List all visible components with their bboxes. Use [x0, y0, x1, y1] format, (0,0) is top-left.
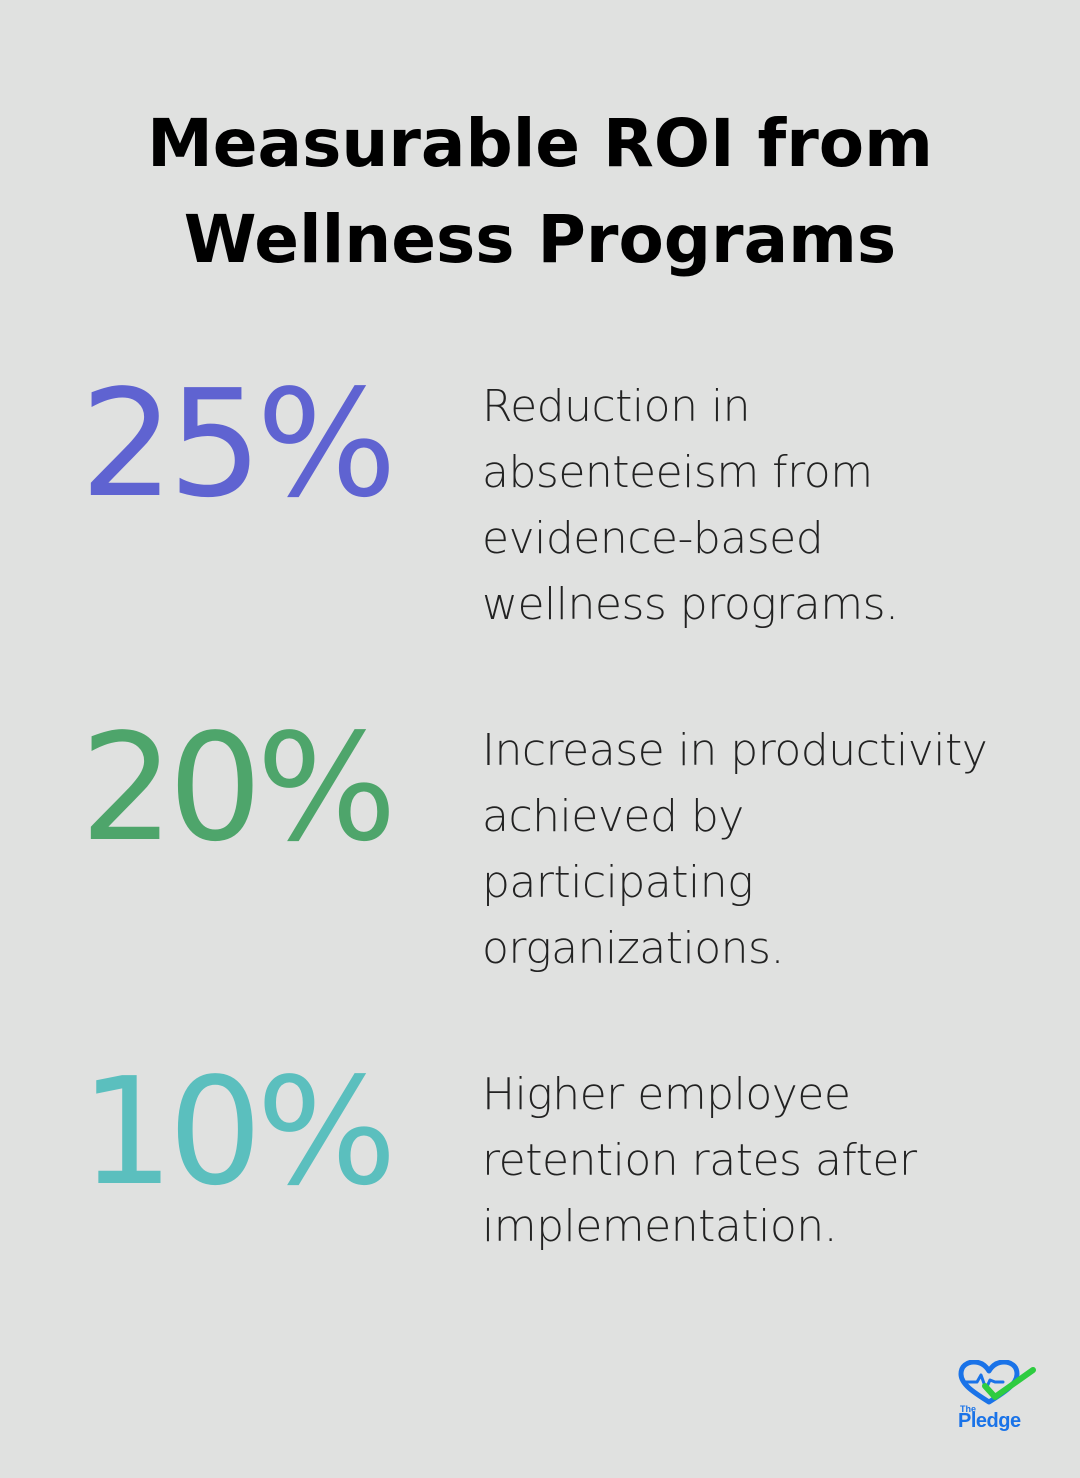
stat-description: Increase in productivity achieved by par…	[482, 718, 1042, 982]
stat-description: Reduction in absenteeism from evidence-b…	[482, 374, 1042, 638]
page-title-line-1: Measurable ROI from	[147, 105, 933, 182]
stat-description-line: Higher employee	[482, 1069, 851, 1120]
heart-check-logo-icon	[958, 1360, 1036, 1405]
stat-description-line: participating	[482, 857, 754, 908]
stat-description-line: wellness programs.	[482, 579, 899, 630]
stat-description-line: implementation.	[482, 1201, 838, 1252]
stat-description-line: absenteeism from	[482, 447, 873, 498]
page-title-line-2: Wellness Programs	[183, 201, 897, 278]
stat-value: 10%	[80, 1046, 397, 1218]
stat-value: 25%	[80, 358, 397, 530]
stat-description-line: Increase in productivity	[482, 725, 988, 776]
logo-small-text: The	[960, 1404, 977, 1414]
stat-description: Higher employee retention rates after im…	[482, 1062, 1042, 1260]
stat-description-line: retention rates after	[482, 1135, 917, 1186]
stat-description-line: Reduction in	[482, 381, 751, 432]
page-title: Measurable ROI from Wellness Programs	[0, 96, 1080, 288]
stat-description-line: evidence-based	[482, 513, 824, 564]
stat-description-line: organizations.	[482, 923, 784, 974]
stat-value: 20%	[80, 702, 397, 874]
logo-brand-text: Pledge	[958, 1410, 1021, 1432]
stat-description-line: achieved by	[482, 791, 744, 842]
